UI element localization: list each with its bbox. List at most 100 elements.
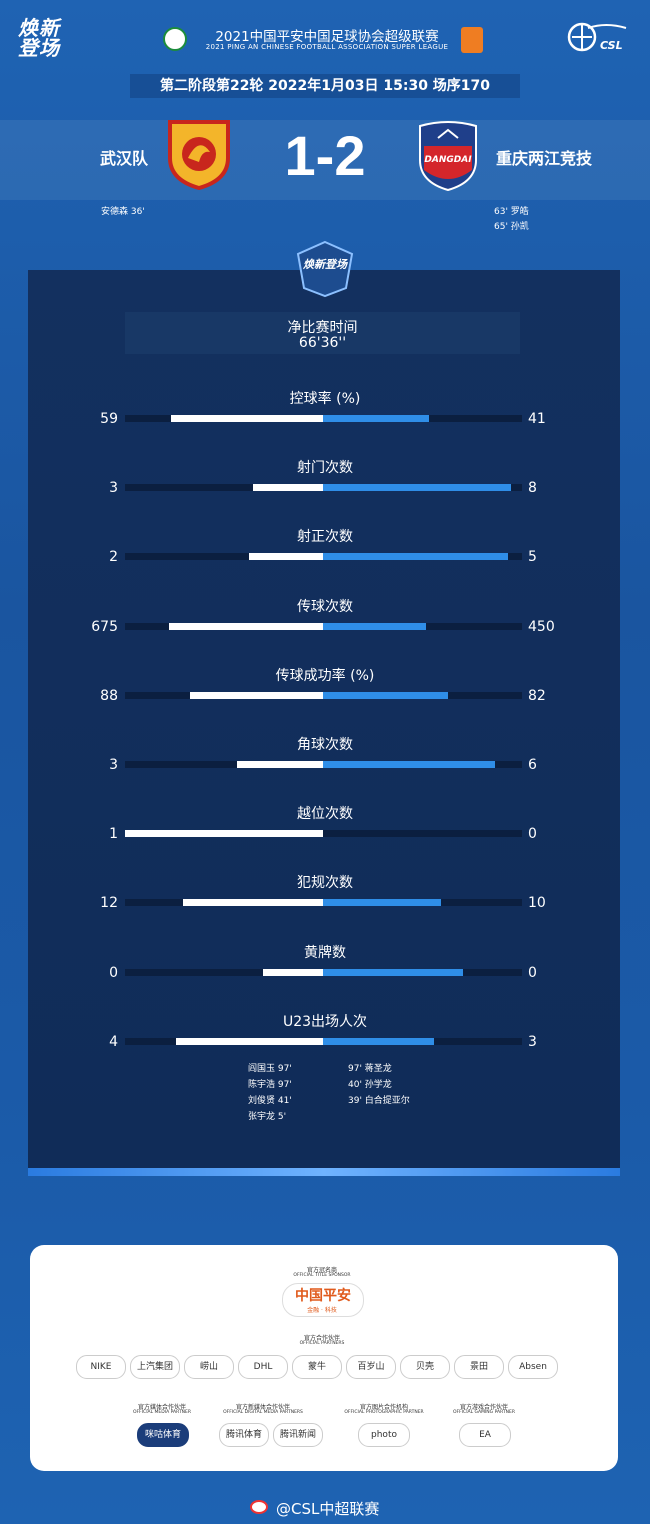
stat-label: 黄牌数 bbox=[304, 945, 346, 961]
title-sponsor-heading: 官方冠名商 bbox=[306, 1267, 337, 1274]
media-heading: 官方媒体合作伙伴 bbox=[137, 1404, 186, 1411]
away-stat-value: 5 bbox=[528, 549, 537, 565]
stat-label: 射门次数 bbox=[297, 460, 353, 476]
wuhan-badge-icon bbox=[168, 120, 230, 190]
title-sponsor-logo: 中国平安 bbox=[282, 1283, 364, 1317]
partner-logo: DHL bbox=[238, 1355, 288, 1379]
away-stat-value: 8 bbox=[528, 480, 537, 496]
away-stat-bar bbox=[323, 899, 441, 906]
home-stat-value: 3 bbox=[109, 480, 118, 496]
partner-logo: 景田 bbox=[454, 1355, 504, 1379]
away-stat-value: 10 bbox=[528, 895, 546, 911]
home-stat-bar bbox=[190, 692, 323, 699]
partners-heading: 官方合作伙伴 bbox=[303, 1335, 340, 1342]
home-stat-bar bbox=[237, 761, 323, 768]
media-partner-logo: 咪咕体育 bbox=[137, 1423, 189, 1447]
game-subheading: OFFICIAL GAMING PARTNER bbox=[453, 1410, 515, 1415]
campaign-logo: 焕新登场 bbox=[18, 16, 60, 60]
home-stat-bar bbox=[171, 415, 323, 422]
match-info: 第二阶段第22轮 2022年1月03日 15:30 场序170 bbox=[130, 74, 520, 98]
partner-logo: 百岁山 bbox=[346, 1355, 396, 1379]
away-stat-bar bbox=[323, 692, 448, 699]
u23-home-player: 张宇龙 5' bbox=[248, 1112, 287, 1122]
partners-subheading: OFFICIAL PARTNERS bbox=[299, 1341, 345, 1346]
csl-logo-icon bbox=[567, 22, 627, 52]
net-time-box bbox=[125, 312, 520, 354]
stat-label: 犯规次数 bbox=[297, 875, 353, 891]
match-score: 1-2 bbox=[284, 124, 366, 187]
stat-label: 射正次数 bbox=[297, 529, 353, 545]
home-stat-bar bbox=[249, 553, 323, 560]
photo-heading: 官方图片合作机构 bbox=[359, 1404, 408, 1411]
home-scorer: 安德森 36' bbox=[101, 207, 145, 217]
newmedia-partner-logo: 腾讯新闻 bbox=[273, 1423, 323, 1447]
newmedia-partner-logo: 腾讯体育 bbox=[219, 1423, 269, 1447]
home-stat-value: 12 bbox=[100, 895, 118, 911]
stat-label: 越位次数 bbox=[297, 806, 353, 822]
newmedia-subheading: OFFICIAL DIGITAL MEDIA PARTNERS bbox=[223, 1410, 303, 1415]
away-stat-value: 3 bbox=[528, 1034, 537, 1050]
csl-label: CSL bbox=[600, 39, 623, 52]
partner-logo: NIKE bbox=[76, 1355, 126, 1379]
home-stat-value: 2 bbox=[109, 549, 118, 565]
away-badge-text: DANGDAI bbox=[424, 155, 472, 165]
media-subheading: OFFICIAL MEDIA PARTNER bbox=[133, 1410, 191, 1415]
stat-label: 传球成功率 (%) bbox=[275, 668, 375, 684]
partner-logo: 崂山 bbox=[184, 1355, 234, 1379]
chongqing-badge-icon: DANGDAI bbox=[419, 121, 477, 192]
newmedia-heading: 官方新媒体合作伙伴 bbox=[235, 1404, 290, 1411]
away-stat-bar bbox=[323, 761, 495, 768]
away-stat-value: 0 bbox=[528, 826, 537, 842]
net-time-label: 净比赛时间 bbox=[287, 320, 358, 336]
away-stat-value: 41 bbox=[528, 411, 546, 427]
home-stat-bar bbox=[253, 484, 323, 491]
away-scorer: 63' 罗皓 bbox=[494, 207, 529, 217]
partner-logo: 蒙牛 bbox=[292, 1355, 342, 1379]
title-sponsor-tag: 金融 · 科技 bbox=[307, 1307, 337, 1314]
weibo-icon bbox=[250, 1500, 268, 1514]
cfa-emblem-icon bbox=[163, 27, 187, 51]
home-stat-value: 88 bbox=[100, 688, 118, 704]
campaign-shield-icon: 焕新登场 bbox=[296, 240, 354, 298]
home-stat-value: 3 bbox=[109, 757, 118, 773]
u23-away-player: 97' 蒋圣龙 bbox=[348, 1064, 392, 1074]
photo-subheading: OFFICIAL PHOTOGRAPHIC PARTNER bbox=[344, 1410, 424, 1415]
home-stat-bar bbox=[183, 899, 323, 906]
league-subtitle: 2021 PING AN CHINESE FOOTBALL ASSOCIATIO… bbox=[205, 43, 449, 51]
u23-home-player: 刘俊贤 41' bbox=[248, 1096, 292, 1106]
stat-label: 控球率 (%) bbox=[289, 391, 361, 407]
away-stat-value: 0 bbox=[528, 965, 537, 981]
panel-stripe bbox=[28, 1168, 620, 1176]
partner-logo: Absen bbox=[508, 1355, 558, 1379]
partner-logo: 贝壳 bbox=[400, 1355, 450, 1379]
stat-label: 传球次数 bbox=[297, 599, 353, 615]
home-stat-value: 1 bbox=[109, 826, 118, 842]
stat-label: 角球次数 bbox=[297, 737, 353, 753]
home-stat-value: 4 bbox=[109, 1034, 118, 1050]
u23-away-player: 40' 孙学龙 bbox=[348, 1080, 392, 1090]
away-scorer: 65' 孙凯 bbox=[494, 222, 529, 232]
weibo-handle[interactable]: @CSL中超联赛 bbox=[276, 1500, 380, 1518]
home-stat-value: 0 bbox=[109, 965, 118, 981]
title-sponsor-subheading: OFFICIAL TITLE SPONSOR bbox=[293, 1273, 351, 1278]
away-stat-value: 6 bbox=[528, 757, 537, 773]
stat-track bbox=[125, 830, 522, 837]
home-stat-bar bbox=[169, 623, 323, 630]
stat-label: U23出场人次 bbox=[282, 1014, 368, 1030]
u23-away-player: 39' 白合提亚尔 bbox=[348, 1096, 410, 1106]
pingan-emblem-icon bbox=[461, 27, 483, 53]
game-heading: 官方游戏合作伙伴 bbox=[459, 1404, 508, 1411]
home-stat-bar bbox=[176, 1038, 323, 1045]
away-stat-bar bbox=[323, 969, 463, 976]
u23-home-player: 阎国玉 97' bbox=[248, 1064, 292, 1074]
shield-logo-text: 焕新登场 bbox=[303, 258, 349, 271]
home-stat-bar bbox=[263, 969, 323, 976]
partner-logo: 上汽集团 bbox=[130, 1355, 180, 1379]
league-title: 2021中国平安中国足球协会超级联赛 bbox=[215, 29, 439, 45]
away-team-name: 重庆两江竞技 bbox=[496, 149, 593, 168]
home-stat-value: 675 bbox=[91, 619, 118, 635]
away-stat-value: 450 bbox=[528, 619, 555, 635]
away-stat-bar bbox=[323, 623, 426, 630]
home-stat-bar bbox=[125, 830, 323, 837]
away-stat-bar bbox=[323, 484, 511, 491]
